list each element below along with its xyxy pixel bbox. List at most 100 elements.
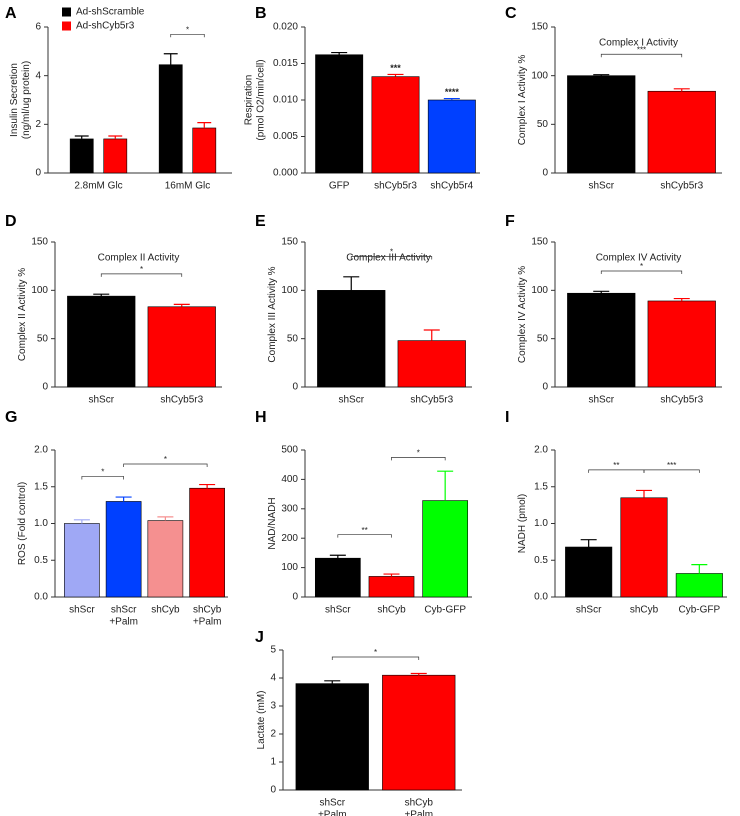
y-axis-label: ROS (Fold control) [17,482,28,565]
y-tick-label: 50 [287,333,299,344]
legend-label: Ad-shCyb5r3 [76,21,135,32]
significance-bracket [123,463,208,467]
x-tick-label: shScr [338,395,364,406]
significance-bracket [391,457,446,461]
x-tick-label: +Palm [193,617,222,628]
y-tick-label: 100 [531,70,548,81]
bar [427,99,476,174]
significance-label: * [164,455,167,464]
bar [314,557,361,598]
significance-bracket [337,534,392,538]
panel-letter: E [255,213,266,230]
chart-title: Complex I Activity [599,38,678,49]
legend-swatch [62,21,71,31]
legend-label: Ad-shScramble [76,7,145,18]
y-tick-label: 2 [270,729,276,740]
significance-bracket [600,270,683,274]
bar [103,138,128,174]
y-tick-label: 50 [537,119,549,130]
significance-label: * [390,248,393,257]
error-bar [636,489,652,498]
error-bar [197,122,212,128]
bar [295,683,369,791]
y-tick-label: 150 [31,237,48,248]
bar [397,340,466,388]
error-bar [157,516,174,521]
x-tick-label: Cyb-GFP [678,605,720,616]
significance-bracket [350,256,433,260]
y-tick-label: 0.0 [534,592,548,603]
error-bar [443,97,460,100]
bar [371,76,420,174]
x-tick-label: shCyb [405,798,434,809]
chart-title: Complex II Activity [98,253,180,264]
x-tick-label: shScr [88,395,114,406]
y-axis-label: Complex III Activity % [267,266,278,362]
y-axis-label: Lactate (mM) [256,691,267,750]
bar [567,292,636,388]
x-tick-label: 2.8mM Glc [74,181,122,192]
significance-label: *** [667,461,676,470]
panel-letter: C [505,5,517,22]
x-tick-label: shCyb [193,605,222,616]
y-tick-label: 50 [537,333,549,344]
y-tick-label: 1.0 [534,518,548,529]
panel-letter: D [5,213,17,230]
error-bar [329,554,346,559]
bar [315,54,364,174]
x-tick-label: GFP [329,181,350,192]
y-tick-label: 0 [270,785,276,796]
error-bar [73,519,90,524]
y-tick-label: 6 [35,22,41,33]
y-tick-label: 1 [270,757,276,768]
x-tick-label: shScr [319,798,345,809]
significance-label: * [374,648,377,657]
chart-title: Complex III Activity [346,253,430,264]
bar [647,300,716,388]
error-bar [593,290,610,294]
error-bar [324,680,341,684]
x-tick-label: shCyb5r4 [430,181,473,192]
error-bar [93,293,110,297]
y-tick-label: 0.5 [534,555,548,566]
y-tick-label: 5 [270,645,276,656]
significance-bracket [643,469,700,473]
y-tick-label: 2 [35,119,41,130]
bar [620,497,668,598]
error-bar [343,276,360,291]
y-tick-label: 1.5 [534,481,548,492]
error-bar [199,483,216,489]
bar [189,487,225,598]
x-tick-label: shCyb [377,605,406,616]
y-tick-label: 150 [531,237,548,248]
significance-label: ** [362,526,368,535]
x-tick-label: +Palm [109,617,138,628]
significance-label: * [140,265,143,274]
x-tick-label: shCyb5r3 [660,181,703,192]
error-bar [410,672,427,676]
y-tick-label: 0.5 [34,555,48,566]
y-axis-label: NADH (pmol) [517,494,528,553]
y-tick-label: 0.020 [273,22,298,33]
significance-label: *** [390,63,401,73]
y-tick-label: 0.000 [273,168,298,179]
x-tick-label: shCyb [151,605,180,616]
x-tick-label: shScr [111,605,137,616]
bar [105,501,142,598]
y-axis-label: (pmol O2/min/cell) [256,59,267,140]
y-tick-label: 4 [270,673,276,684]
y-tick-label: 0.005 [273,131,298,142]
y-tick-label: 100 [281,562,298,573]
error-bar [673,88,690,92]
significance-bracket [331,656,420,660]
significance-bracket [600,53,683,58]
x-tick-label: shCyb5r3 [660,395,703,406]
error-bar [387,73,404,77]
significance-label: * [186,25,189,34]
bar [317,290,386,388]
y-tick-label: 100 [31,285,48,296]
y-tick-label: 200 [281,533,298,544]
y-tick-label: 300 [281,503,298,514]
y-tick-label: 0 [292,592,298,603]
